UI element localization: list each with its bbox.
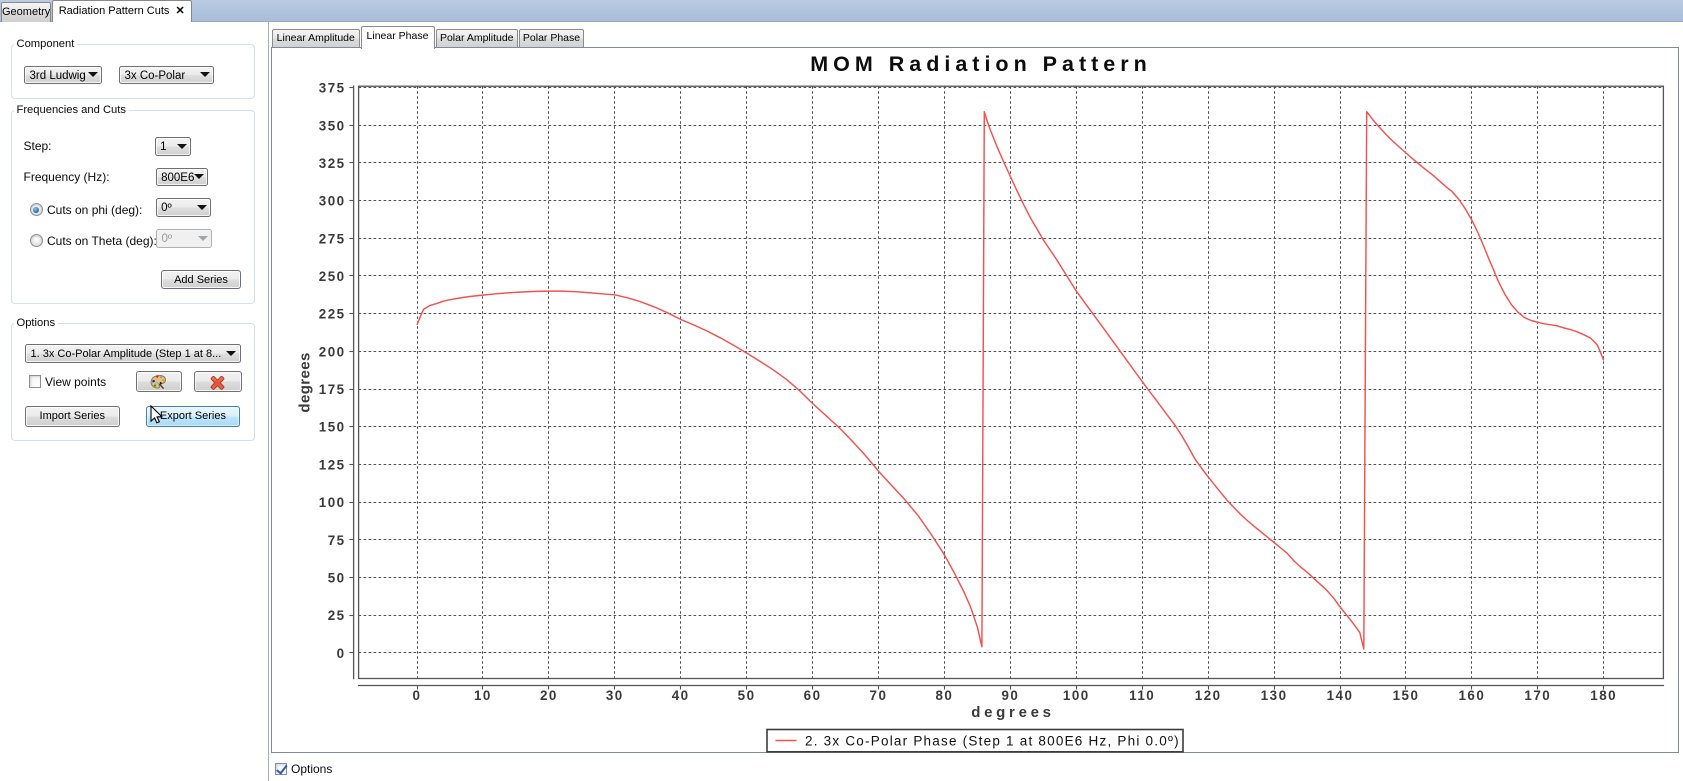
svg-text:200: 200 <box>319 344 346 359</box>
svg-text:150: 150 <box>1393 688 1420 703</box>
svg-text:75: 75 <box>328 532 346 547</box>
svg-text:150: 150 <box>319 419 346 434</box>
svg-text:225: 225 <box>319 306 346 321</box>
svg-text:degrees: degrees <box>971 704 1054 721</box>
svg-text:2. 3x Co-Polar Phase (Step 1 a: 2. 3x Co-Polar Phase (Step 1 at 800E6 Hz… <box>805 733 1180 748</box>
svg-text:40: 40 <box>672 688 690 703</box>
svg-text:90: 90 <box>1001 688 1019 703</box>
svg-text:0: 0 <box>413 688 422 703</box>
svg-text:50: 50 <box>738 688 756 703</box>
svg-text:60: 60 <box>804 688 822 703</box>
svg-text:375: 375 <box>319 80 346 95</box>
svg-text:160: 160 <box>1458 688 1485 703</box>
svg-text:300: 300 <box>319 193 346 208</box>
svg-text:50: 50 <box>328 570 346 585</box>
svg-text:180: 180 <box>1590 688 1617 703</box>
svg-text:110: 110 <box>1129 688 1155 703</box>
svg-text:80: 80 <box>935 688 953 703</box>
svg-text:25: 25 <box>328 608 346 623</box>
svg-text:70: 70 <box>870 688 888 703</box>
svg-text:250: 250 <box>319 269 346 284</box>
svg-text:120: 120 <box>1195 688 1222 703</box>
svg-text:0: 0 <box>337 645 346 660</box>
svg-text:30: 30 <box>606 688 624 703</box>
svg-text:325: 325 <box>319 156 346 171</box>
svg-text:100: 100 <box>319 495 346 510</box>
svg-text:degrees: degrees <box>297 352 314 412</box>
svg-text:125: 125 <box>319 457 346 472</box>
svg-text:10: 10 <box>474 688 492 703</box>
svg-text:175: 175 <box>319 382 346 397</box>
svg-text:140: 140 <box>1327 688 1354 703</box>
svg-text:100: 100 <box>1063 688 1090 703</box>
svg-text:20: 20 <box>540 688 558 703</box>
svg-text:275: 275 <box>319 231 346 246</box>
svg-text:130: 130 <box>1261 688 1288 703</box>
svg-text:170: 170 <box>1524 688 1551 703</box>
svg-text:350: 350 <box>319 118 346 133</box>
